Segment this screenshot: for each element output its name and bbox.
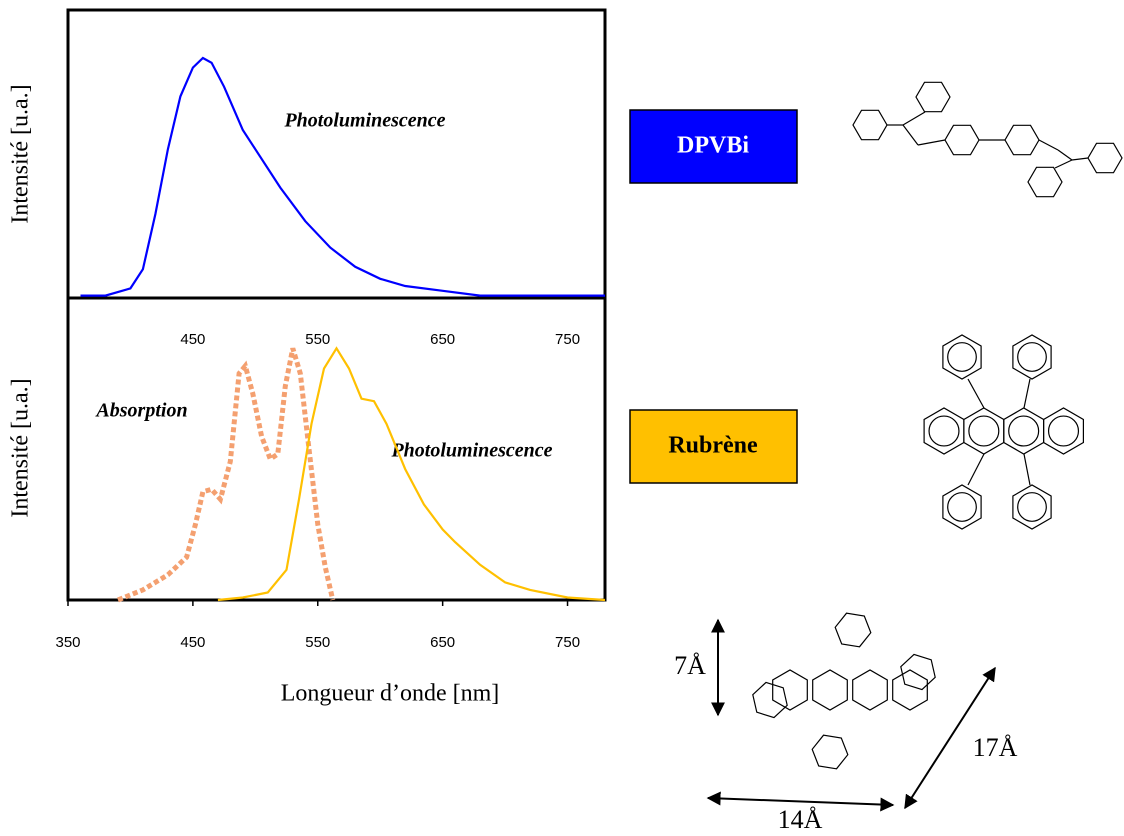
ring [923, 407, 965, 455]
dimension-arrow [904, 666, 996, 810]
ring [1012, 334, 1052, 380]
ring [1042, 407, 1085, 455]
ring-bond [947, 492, 977, 522]
x-axis-label: Longueur d’onde [nm] [281, 681, 500, 707]
ring-bond [1017, 492, 1047, 522]
bond [1057, 149, 1073, 161]
ring [944, 124, 980, 156]
compound-box [629, 409, 798, 484]
data-line [80, 56, 605, 297]
x-tick-label: 450 [180, 634, 205, 651]
ring [915, 81, 951, 113]
compound-label: DPVBi [677, 133, 749, 159]
bond [1023, 453, 1031, 486]
ring [1012, 484, 1052, 530]
bond [1023, 378, 1031, 409]
bond [902, 124, 919, 146]
bond [1071, 157, 1089, 161]
data-line [117, 347, 336, 603]
ring-bond [928, 415, 960, 447]
data-line [217, 346, 606, 602]
ring [1087, 142, 1123, 174]
bond [967, 378, 985, 409]
x-tick-label: 650 [430, 331, 455, 348]
ring [942, 334, 982, 380]
dimension-label: 17Å [973, 733, 1018, 762]
bond [902, 111, 926, 126]
x-tick-label: 350 [55, 634, 80, 651]
y-axis-label: Intensité [u.a.] [8, 378, 34, 517]
dimension-label: 7Å [674, 651, 706, 680]
ring [752, 681, 788, 719]
x-tick-label: 750 [555, 634, 580, 651]
ring [1027, 166, 1063, 198]
ring [812, 669, 848, 711]
ring [942, 484, 982, 530]
ring [834, 612, 872, 648]
ring [852, 669, 888, 711]
x-tick-label: 450 [180, 331, 205, 348]
annotation: Photoluminescence [390, 440, 552, 462]
ring [1004, 124, 1040, 156]
dimension-arrow [706, 791, 895, 812]
dimension-label: 14Å [778, 805, 823, 834]
bond [967, 453, 985, 486]
ring-bond [1017, 342, 1047, 372]
x-tick-label: 750 [555, 331, 580, 348]
ring-bond [1008, 415, 1040, 447]
ring-bond [1047, 415, 1080, 447]
compound-box [629, 109, 798, 184]
ring [772, 669, 808, 711]
annotation: Photoluminescence [283, 110, 445, 132]
bond [917, 139, 946, 146]
annotation: Absorption [94, 400, 187, 422]
ring [963, 407, 1005, 455]
x-tick-label: 550 [305, 634, 330, 651]
y-axis-label: Intensité [u.a.] [8, 84, 34, 223]
bond [1038, 139, 1059, 151]
ring [811, 734, 849, 770]
bond [1054, 159, 1073, 169]
x-tick-label: 650 [430, 634, 455, 651]
ring-bond [947, 342, 977, 372]
ring [1003, 407, 1045, 455]
x-tick-label: 550 [305, 331, 330, 348]
ring [852, 109, 888, 141]
ring-bond [968, 415, 1000, 447]
molecules [752, 81, 1123, 770]
compound-label: Rubrène [668, 433, 758, 459]
plot-frame [66, 8, 607, 602]
